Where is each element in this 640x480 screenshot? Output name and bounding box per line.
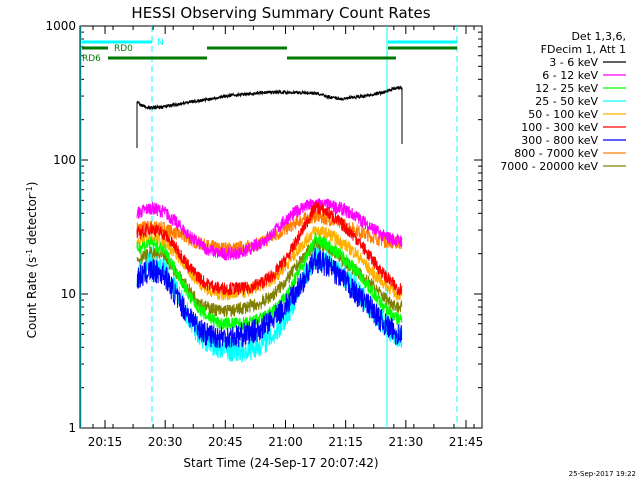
x-tick-label: 21:45 bbox=[449, 435, 484, 449]
flag-label-rd6: RD6 bbox=[82, 54, 101, 64]
y-tick-label: 10 bbox=[61, 287, 76, 301]
legend-entry-label: 25 - 50 keV bbox=[535, 95, 598, 108]
legend-entry-label: 3 - 6 keV bbox=[549, 56, 598, 69]
legend-header-line: FDecim 1, Att 1 bbox=[541, 43, 626, 56]
legend-entry-label: 50 - 100 keV bbox=[528, 108, 598, 121]
plot-frame bbox=[79, 25, 483, 429]
y-axis-label-part3: ) bbox=[25, 182, 39, 187]
x-tick-label: 20:15 bbox=[88, 435, 123, 449]
y-axis-label-sup2: -1 bbox=[25, 186, 34, 194]
legend-entry-label: 12 - 25 keV bbox=[535, 82, 598, 95]
x-tick-label: 20:45 bbox=[208, 435, 243, 449]
y-tick-label: 1 bbox=[68, 421, 76, 435]
series-line-5 bbox=[136, 200, 403, 296]
series-line-1 bbox=[136, 198, 403, 261]
series-line-0 bbox=[136, 85, 403, 111]
series-line-6 bbox=[136, 248, 403, 349]
legend-entry-label: 6 - 12 keV bbox=[542, 69, 598, 82]
y-axis-label-part2: detector bbox=[25, 194, 39, 249]
legend-entry-label: 300 - 800 keV bbox=[521, 134, 598, 147]
flag-label-n: N bbox=[157, 38, 164, 48]
y-tick-label: 100 bbox=[53, 153, 76, 167]
x-tick-label: 20:30 bbox=[148, 435, 183, 449]
y-axis-label-sup1: -1 bbox=[25, 249, 34, 257]
legend-header-line: Det 1,3,6, bbox=[571, 30, 626, 43]
plot-layer: 1 10 100 1000 20:15 20:30 20:45 21:00 21:15 21:30… bbox=[45, 19, 483, 449]
legend-entry-label: 7000 - 20000 keV bbox=[500, 160, 598, 173]
flag-label-rd0: RD0 bbox=[114, 44, 133, 54]
legend-entry-label: 100 - 300 keV bbox=[521, 121, 598, 134]
y-axis-label: Count Rate (s-1 detector-1) bbox=[25, 182, 40, 339]
legend-entry-label: 800 - 7000 keV bbox=[514, 147, 598, 160]
x-tick-label: 21:00 bbox=[268, 435, 303, 449]
x-axis-label: Start Time (24-Sep-17 20:07:42) bbox=[183, 456, 378, 470]
y-axis-label-part1: Count Rate (s bbox=[25, 257, 39, 339]
chart-title: HESSI Observing Summary Count Rates bbox=[131, 4, 430, 22]
y-tick-label: 1000 bbox=[45, 19, 76, 33]
timestamp-label: 25-Sep-2017 19:22 bbox=[569, 470, 636, 478]
x-tick-label: 21:15 bbox=[328, 435, 363, 449]
x-tick-label: 21:30 bbox=[389, 435, 424, 449]
